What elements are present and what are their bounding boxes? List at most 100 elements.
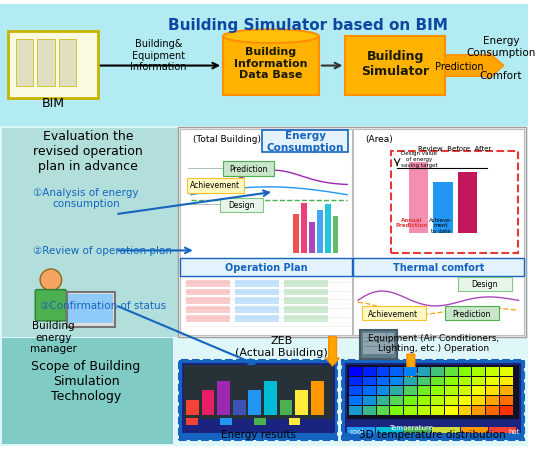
- Bar: [390, 367, 403, 376]
- FancyArrow shape: [445, 53, 504, 80]
- Text: Collect & Analyze Results: Collect & Analyze Results: [359, 373, 483, 383]
- Bar: [390, 396, 403, 405]
- Bar: [347, 365, 519, 419]
- Bar: [431, 396, 444, 405]
- Text: Energy
Consumption: Energy Consumption: [267, 131, 344, 152]
- Bar: [489, 427, 516, 433]
- Text: Achievement: Achievement: [190, 181, 240, 190]
- Bar: [363, 377, 376, 386]
- Bar: [486, 387, 499, 396]
- Text: Energy
Consumption

Comfort: Energy Consumption Comfort: [466, 36, 536, 81]
- Bar: [0, 127, 528, 337]
- Bar: [486, 367, 499, 376]
- Bar: [417, 367, 430, 376]
- Bar: [59, 40, 76, 87]
- Bar: [349, 377, 362, 386]
- Bar: [217, 381, 230, 415]
- Bar: [472, 377, 485, 386]
- Bar: [180, 130, 352, 259]
- Text: Operation Plan: Operation Plan: [225, 262, 307, 272]
- Bar: [486, 377, 499, 386]
- Text: Building
Simulator: Building Simulator: [361, 50, 429, 78]
- FancyArrow shape: [404, 354, 417, 382]
- Bar: [363, 387, 376, 396]
- Bar: [345, 37, 445, 96]
- Bar: [445, 307, 499, 320]
- Text: ②Review of operation plan: ②Review of operation plan: [33, 246, 172, 256]
- Text: Review  Before  After: Review Before After: [418, 145, 491, 152]
- Text: Evaluation the
revised operation
plan in advance: Evaluation the revised operation plan in…: [33, 130, 143, 173]
- Bar: [459, 377, 471, 386]
- Bar: [235, 289, 279, 296]
- Bar: [180, 259, 352, 276]
- Bar: [69, 295, 113, 323]
- Bar: [220, 418, 232, 424]
- Bar: [235, 307, 279, 313]
- Bar: [186, 315, 230, 322]
- Bar: [433, 183, 453, 233]
- Text: (Area): (Area): [365, 135, 393, 144]
- Bar: [333, 217, 339, 254]
- Bar: [284, 289, 328, 296]
- Bar: [280, 400, 293, 415]
- Bar: [16, 40, 33, 87]
- Bar: [182, 363, 335, 433]
- Bar: [284, 298, 328, 304]
- Bar: [404, 387, 417, 396]
- Bar: [376, 427, 403, 433]
- Bar: [445, 377, 458, 386]
- Circle shape: [40, 269, 62, 291]
- FancyBboxPatch shape: [35, 290, 66, 321]
- Bar: [486, 406, 499, 415]
- Bar: [431, 387, 444, 396]
- Bar: [417, 387, 430, 396]
- Bar: [179, 360, 338, 440]
- Text: Thermal comfort: Thermal comfort: [393, 262, 484, 272]
- Text: Annual
Prediction: Annual Prediction: [396, 217, 428, 228]
- Bar: [235, 298, 279, 304]
- Text: ZEB
(Actual Building): ZEB (Actual Building): [235, 336, 328, 357]
- Bar: [223, 162, 274, 177]
- Bar: [431, 406, 444, 415]
- Text: Equipment (Air Conditioners,
Lighting, etc.) Operation: Equipment (Air Conditioners, Lighting, e…: [368, 333, 499, 352]
- Bar: [311, 381, 324, 415]
- Bar: [404, 406, 417, 415]
- Bar: [284, 280, 328, 287]
- Bar: [392, 152, 518, 254]
- Bar: [461, 427, 488, 433]
- Bar: [390, 406, 403, 415]
- Bar: [459, 406, 471, 415]
- Bar: [262, 131, 348, 152]
- FancyArrow shape: [326, 337, 340, 366]
- Text: Temperature: Temperature: [389, 424, 433, 431]
- Bar: [500, 387, 512, 396]
- Bar: [235, 280, 279, 287]
- Bar: [186, 418, 198, 424]
- Bar: [500, 367, 512, 376]
- Bar: [360, 330, 397, 359]
- Text: cool: cool: [350, 428, 364, 434]
- Bar: [186, 280, 230, 287]
- Text: Design value
of energy
saving target: Design value of energy saving target: [401, 151, 438, 167]
- Text: Achievement: Achievement: [368, 309, 418, 318]
- Text: Achieve-
ment
to date: Achieve- ment to date: [429, 217, 453, 234]
- Bar: [458, 173, 477, 233]
- Bar: [417, 396, 430, 405]
- Bar: [390, 377, 403, 386]
- Bar: [288, 418, 300, 424]
- Bar: [459, 367, 471, 376]
- Bar: [353, 130, 524, 259]
- Bar: [349, 406, 362, 415]
- Bar: [180, 276, 352, 335]
- Bar: [431, 377, 444, 386]
- Bar: [349, 396, 362, 405]
- Bar: [486, 396, 499, 405]
- Bar: [376, 396, 389, 405]
- Text: Design: Design: [471, 280, 497, 289]
- Text: (Total Building): (Total Building): [193, 135, 261, 144]
- Bar: [342, 360, 524, 440]
- Bar: [284, 307, 328, 313]
- Bar: [390, 387, 403, 396]
- Bar: [0, 337, 528, 446]
- Bar: [293, 215, 299, 254]
